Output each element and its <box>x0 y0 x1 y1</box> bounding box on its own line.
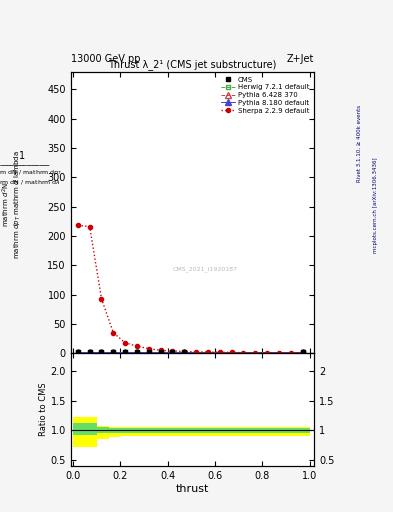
Sherpa 2.2.9 default <box>182 349 187 355</box>
CMS <box>123 349 127 355</box>
Pythia 6.428 370 <box>123 349 127 355</box>
Herwig 7.2.1 default <box>87 349 92 355</box>
Text: ─────────────────: ───────────────── <box>0 164 49 169</box>
Sherpa 2.2.9 default <box>123 339 127 346</box>
Sherpa 2.2.9 default <box>288 350 293 356</box>
Text: mathrm $d^2$N
mathrm $dp_T$ mathrm $d$ lambda: mathrm $d^2$N mathrm $dp_T$ mathrm $d$ l… <box>0 151 23 259</box>
Herwig 7.2.1 default <box>99 349 104 355</box>
Pythia 6.428 370 <box>87 349 92 355</box>
Text: 1: 1 <box>18 151 25 161</box>
Herwig 7.2.1 default <box>147 349 151 355</box>
Pythia 8.180 default <box>158 349 163 355</box>
Herwig 7.2.1 default <box>182 349 187 355</box>
CMS <box>300 349 305 355</box>
Pythia 6.428 370 <box>75 349 80 355</box>
Sherpa 2.2.9 default <box>241 350 246 356</box>
Legend: CMS, Herwig 7.2.1 default, Pythia 6.428 370, Pythia 8.180 default, Sherpa 2.2.9 : CMS, Herwig 7.2.1 default, Pythia 6.428 … <box>220 75 311 115</box>
Pythia 6.428 370 <box>170 349 175 355</box>
Pythia 8.180 default <box>87 349 92 355</box>
Herwig 7.2.1 default <box>158 349 163 355</box>
Line: Herwig 7.2.1 default: Herwig 7.2.1 default <box>76 350 305 354</box>
Pythia 6.428 370 <box>111 349 116 355</box>
Sherpa 2.2.9 default <box>229 349 234 355</box>
CMS <box>170 349 175 355</box>
Sherpa 2.2.9 default <box>135 343 140 349</box>
Herwig 7.2.1 default <box>75 349 80 355</box>
Pythia 8.180 default <box>300 349 305 355</box>
CMS <box>75 349 80 355</box>
Pythia 6.428 370 <box>300 349 305 355</box>
Sherpa 2.2.9 default <box>158 347 163 353</box>
Sherpa 2.2.9 default <box>87 224 92 230</box>
Sherpa 2.2.9 default <box>194 349 198 355</box>
Sherpa 2.2.9 default <box>111 330 116 336</box>
Line: Pythia 8.180 default: Pythia 8.180 default <box>75 349 305 355</box>
CMS <box>158 349 163 355</box>
Pythia 6.428 370 <box>147 349 151 355</box>
Pythia 8.180 default <box>123 349 127 355</box>
Text: mcplots.cern.ch [arXiv:1306.3436]: mcplots.cern.ch [arXiv:1306.3436] <box>373 157 378 252</box>
Sherpa 2.2.9 default <box>300 349 305 355</box>
Herwig 7.2.1 default <box>123 349 127 355</box>
CMS <box>87 349 92 355</box>
Line: Pythia 6.428 370: Pythia 6.428 370 <box>75 349 305 355</box>
Sherpa 2.2.9 default <box>277 350 281 356</box>
Sherpa 2.2.9 default <box>99 295 104 302</box>
Sherpa 2.2.9 default <box>75 222 80 228</box>
Sherpa 2.2.9 default <box>253 350 258 356</box>
Pythia 8.180 default <box>111 349 116 355</box>
Text: mathrm dN / mathrm d$p_T$
mathrm dN / mathrm d$\lambda$: mathrm dN / mathrm d$p_T$ mathrm dN / ma… <box>0 167 62 186</box>
CMS <box>111 349 116 355</box>
Y-axis label: Ratio to CMS: Ratio to CMS <box>39 383 48 436</box>
Line: Sherpa 2.2.9 default: Sherpa 2.2.9 default <box>76 223 305 355</box>
Sherpa 2.2.9 default <box>206 349 210 355</box>
X-axis label: thrust: thrust <box>176 483 209 494</box>
Pythia 8.180 default <box>170 349 175 355</box>
Pythia 8.180 default <box>135 349 140 355</box>
Y-axis label: 1
$\mathregular{\frac{}{}}$
mathrm dN /
mathrm dp$_\mathregular{T}$
mathrm dN /
: 1 $\mathregular{\frac{}{}}$ mathrm dN / … <box>0 511 1 512</box>
Sherpa 2.2.9 default <box>170 348 175 354</box>
Herwig 7.2.1 default <box>135 349 140 355</box>
Herwig 7.2.1 default <box>300 349 305 355</box>
Title: Thrust λ_2¹ (CMS jet substructure): Thrust λ_2¹ (CMS jet substructure) <box>108 59 277 71</box>
Pythia 8.180 default <box>182 349 187 355</box>
Text: Rivet 3.1.10, ≥ 400k events: Rivet 3.1.10, ≥ 400k events <box>357 105 362 182</box>
Pythia 8.180 default <box>147 349 151 355</box>
Sherpa 2.2.9 default <box>265 350 270 356</box>
CMS <box>99 349 104 355</box>
Text: CMS_2021_I1920187: CMS_2021_I1920187 <box>172 266 237 272</box>
Pythia 6.428 370 <box>158 349 163 355</box>
Herwig 7.2.1 default <box>111 349 116 355</box>
Pythia 6.428 370 <box>182 349 187 355</box>
Pythia 8.180 default <box>99 349 104 355</box>
Text: 13000 GeV pp: 13000 GeV pp <box>71 54 140 64</box>
CMS <box>135 349 140 355</box>
Pythia 6.428 370 <box>99 349 104 355</box>
CMS <box>182 349 187 355</box>
CMS <box>147 349 151 355</box>
Sherpa 2.2.9 default <box>217 349 222 355</box>
Herwig 7.2.1 default <box>170 349 175 355</box>
Pythia 6.428 370 <box>135 349 140 355</box>
Sherpa 2.2.9 default <box>147 346 151 352</box>
Pythia 8.180 default <box>75 349 80 355</box>
Text: Z+Jet: Z+Jet <box>287 54 314 64</box>
Line: CMS: CMS <box>76 350 305 354</box>
